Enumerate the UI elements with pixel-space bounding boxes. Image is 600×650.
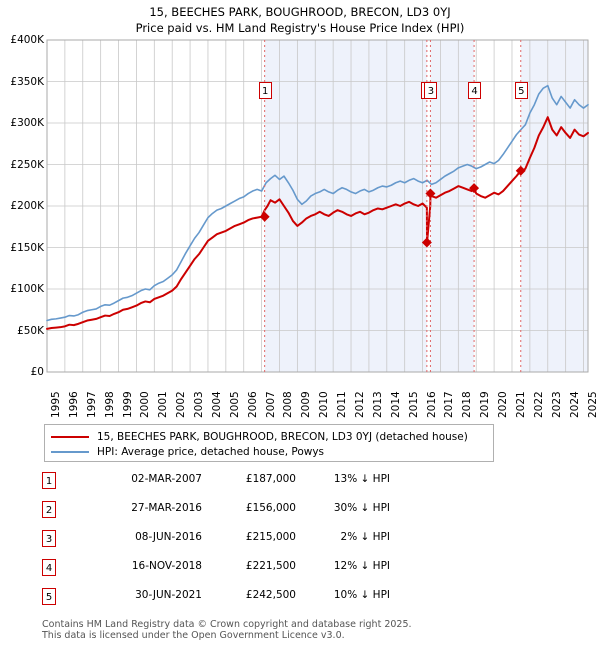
table-row: 4 16-NOV-2018 £221,500 12% ↓ HPI [42, 557, 562, 586]
footer-line-1: Contains HM Land Registry data © Crown c… [42, 619, 412, 630]
y-axis-tick-label: £150K [10, 241, 44, 254]
x-axis-tick-label: 2017 [443, 391, 456, 418]
x-axis-tick-label: 2012 [354, 391, 367, 418]
sale-marker-point [421, 237, 432, 248]
x-axis-tick-label: 2019 [479, 391, 492, 418]
transaction-index-badge: 5 [42, 588, 56, 605]
x-axis-tick-label: 1996 [67, 391, 80, 418]
x-axis-tick-label: 2018 [461, 391, 474, 418]
transaction-hpi-delta: 10% ↓ HPI [333, 589, 390, 601]
x-axis-tick-label: 1997 [85, 391, 98, 418]
chart-marker-label-1: 1 [258, 81, 272, 99]
x-axis-tick-label: 2023 [550, 391, 563, 418]
transaction-hpi-delta: 30% ↓ HPI [333, 502, 390, 514]
y-axis-tick-label: £350K [10, 75, 44, 88]
chart-legend: 15, BEECHES PARK, BOUGHROOD, BRECON, LD3… [44, 424, 494, 462]
transaction-index-badge: 2 [42, 501, 56, 518]
x-axis-tick-label: 2021 [514, 391, 527, 418]
price-paid-line [46, 116, 589, 330]
page-title: 15, BEECHES PARK, BOUGHROOD, BRECON, LD3… [149, 5, 451, 19]
transaction-index-badge: 4 [42, 559, 56, 576]
transaction-hpi-delta: 2% ↓ HPI [340, 531, 390, 543]
legend-item-label: HPI: Average price, detached house, Powy… [97, 446, 325, 458]
page-subtitle: Price paid vs. HM Land Registry's House … [135, 21, 465, 35]
legend-item: HPI: Average price, detached house, Powy… [51, 445, 487, 459]
hpi-average-line [46, 84, 589, 322]
x-axis-labels: 1995 1996 1997 1998 1999 2000 2001 2002 2003 2004… [0, 374, 600, 422]
footer-line-2: This data is licensed under the Open Gov… [42, 630, 345, 641]
transaction-table: 1 02-MAR-2007 £187,000 13% ↓ HPI 2 27-MAR-201… [42, 470, 562, 615]
y-axis-tick-label: £100K [10, 283, 44, 295]
plot-frame [46, 39, 589, 373]
x-axis-tick-label: 2015 [407, 391, 420, 418]
y-axis-tick-label: £200K [10, 200, 44, 212]
chart-marker-label-5: 5 [514, 81, 528, 99]
sale-marker-point [259, 211, 270, 222]
legend-color-swatch [51, 436, 89, 438]
x-axis-tick-label: 1999 [121, 391, 134, 418]
footer-attribution: Contains HM Land Registry data © Crown c… [42, 619, 582, 641]
chart-plot-area: 12345 [0, 38, 600, 378]
y-axis-tick-label: £400K [10, 34, 44, 46]
y-axis-tick-label: £250K [10, 158, 44, 171]
x-axis-tick-label: 2003 [193, 391, 206, 418]
chart-marker-label-3: 3 [424, 81, 438, 99]
transaction-date: 27-MAR-2016 [131, 502, 202, 514]
table-row: 5 30-JUN-2021 £242,500 10% ↓ HPI [42, 586, 562, 615]
x-axis-tick-label: 2013 [371, 391, 384, 418]
x-axis-tick-label: 2024 [568, 391, 581, 418]
x-axis-tick-label: 2009 [300, 391, 313, 418]
transaction-price: £156,000 [245, 502, 296, 514]
y-axis-labels: £0 £50K £100K £150K £200K £250K £300K £350K £400… [0, 34, 44, 378]
x-axis-tick-label: 2025 [586, 391, 599, 418]
transaction-index-badge: 1 [42, 472, 56, 489]
y-axis-tick-label: £50K [17, 324, 44, 337]
transaction-date: 16-NOV-2018 [131, 560, 202, 572]
sale-marker-point [425, 188, 436, 199]
transaction-price: £221,500 [245, 560, 296, 572]
sale-marker-point [469, 183, 480, 194]
x-axis-tick-label: 2000 [139, 391, 152, 418]
transaction-price: £242,500 [245, 589, 296, 601]
chart-svg [46, 39, 589, 373]
x-axis-tick-label: 2014 [389, 391, 402, 418]
legend-item: 15, BEECHES PARK, BOUGHROOD, BRECON, LD3… [51, 430, 487, 444]
transaction-price: £187,000 [245, 473, 296, 485]
x-axis-tick-label: 2016 [425, 391, 438, 418]
x-axis-tick-label: 2006 [246, 391, 259, 418]
transaction-price: £215,000 [245, 531, 296, 543]
x-axis-tick-label: 2008 [282, 391, 295, 418]
x-axis-tick-label: 2022 [532, 391, 545, 418]
x-axis-tick-label: 1995 [50, 391, 62, 418]
x-axis-tick-label: 2002 [175, 391, 188, 418]
x-axis-tick-label: 2007 [264, 391, 277, 418]
x-axis-tick-label: 1998 [103, 391, 116, 418]
table-row: 3 08-JUN-2016 £215,000 2% ↓ HPI [42, 528, 562, 557]
chart-title-block: 15, BEECHES PARK, BOUGHROOD, BRECON, LD3… [0, 4, 600, 36]
transaction-index-badge: 3 [42, 530, 56, 547]
transaction-date: 30-JUN-2021 [135, 589, 202, 601]
transaction-hpi-delta: 12% ↓ HPI [333, 560, 390, 572]
x-axis-tick-label: 2001 [157, 391, 170, 418]
transaction-date: 08-JUN-2016 [135, 531, 202, 543]
x-axis-tick-label: 2004 [210, 391, 223, 418]
x-axis-tick-label: 2010 [318, 391, 331, 418]
sale-marker-point [515, 165, 526, 176]
chart-marker-label-4: 4 [468, 81, 482, 99]
transaction-hpi-delta: 13% ↓ HPI [333, 473, 390, 485]
legend-color-swatch [51, 451, 89, 453]
x-axis-tick-label: 2020 [497, 391, 510, 418]
y-axis-tick-label: £300K [10, 117, 44, 129]
y-axis-tick-label: £0 [30, 366, 44, 378]
transaction-date: 02-MAR-2007 [131, 473, 202, 485]
x-axis-tick-label: 2005 [228, 391, 241, 418]
table-row: 2 27-MAR-2016 £156,000 30% ↓ HPI [42, 499, 562, 528]
x-axis-tick-label: 2011 [336, 391, 349, 418]
legend-item-label: 15, BEECHES PARK, BOUGHROOD, BRECON, LD3… [97, 431, 468, 443]
table-row: 1 02-MAR-2007 £187,000 13% ↓ HPI [42, 470, 562, 499]
